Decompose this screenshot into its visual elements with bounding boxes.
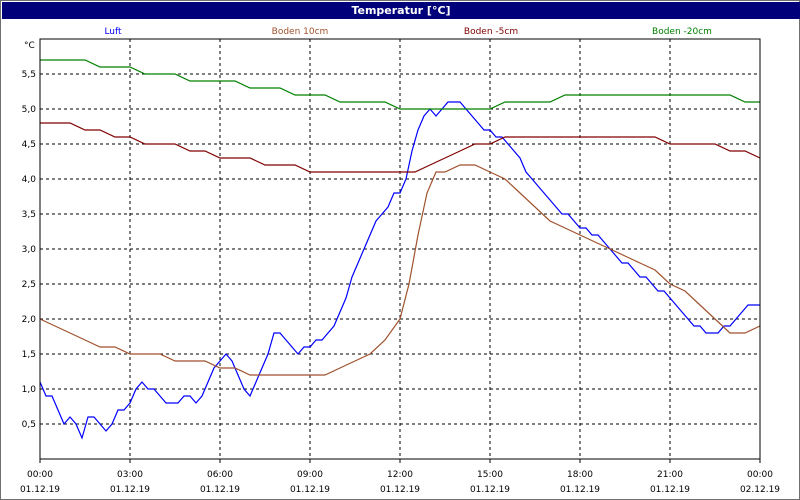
y-tick-label: 2,5 <box>22 280 36 290</box>
y-tick-label: 1,5 <box>22 350 36 360</box>
x-tick-date: 02.12.19 <box>740 485 780 495</box>
x-tick-date: 01.12.19 <box>650 485 690 495</box>
x-tick-time: 15:00 <box>477 470 503 480</box>
plot-frame <box>39 38 761 460</box>
y-tick-label: 0,5 <box>22 420 36 430</box>
x-tick-date: 01.12.19 <box>290 485 330 495</box>
chart-title: Temperatur [°C] <box>2 2 800 19</box>
legend: Luft Boden 10cm Boden -5cm Boden -20cm <box>104 27 712 37</box>
y-tick-label: 5,5 <box>22 70 36 80</box>
series-line-boden-20cm <box>40 59 760 110</box>
x-tick-time: 21:00 <box>657 470 683 480</box>
legend-item: Boden -5cm <box>464 27 518 37</box>
legend-item: Boden 10cm <box>272 27 329 37</box>
series-lines <box>39 59 761 440</box>
legend-item: Boden -20cm <box>652 27 712 37</box>
axes: 0,5 1,0 1,5 2,0 2,5 3,0 3,5 4,0 4,5 5,0 5,5 00:00 01… <box>20 38 780 495</box>
x-tick-time: 09:00 <box>297 470 323 480</box>
y-axis-label: °C <box>24 41 35 51</box>
legend-item: Luft <box>104 27 122 37</box>
x-tick-date: 01.12.19 <box>470 485 510 495</box>
y-tick-label: 3,5 <box>22 210 36 220</box>
y-tick-label: 1,0 <box>22 385 37 395</box>
x-tick-date: 01.12.19 <box>20 485 60 495</box>
y-tick-label: 3,0 <box>22 245 37 255</box>
x-tick-time: 12:00 <box>387 470 413 480</box>
y-tick-label: 4,0 <box>22 175 37 185</box>
x-tick-date: 01.12.19 <box>110 485 150 495</box>
y-tick-label: 4,5 <box>22 140 36 150</box>
series-line-boden-5cm <box>40 122 761 173</box>
series-line-boden-10cm <box>39 164 761 376</box>
grid-lines <box>40 39 760 459</box>
x-tick-time: 00:00 <box>747 470 773 480</box>
x-tick-time: 00:00 <box>27 470 53 480</box>
y-tick-label: 5,0 <box>22 105 37 115</box>
y-tick-label: 2,0 <box>22 315 37 325</box>
x-tick-date: 01.12.19 <box>200 485 240 495</box>
x-tick-date: 01.12.19 <box>560 485 600 495</box>
x-tick-time: 18:00 <box>567 470 593 480</box>
x-tick-time: 03:00 <box>117 470 143 480</box>
x-tick-date: 01.12.19 <box>380 485 420 495</box>
series-line-luft <box>39 101 760 440</box>
x-tick-time: 06:00 <box>207 470 233 480</box>
